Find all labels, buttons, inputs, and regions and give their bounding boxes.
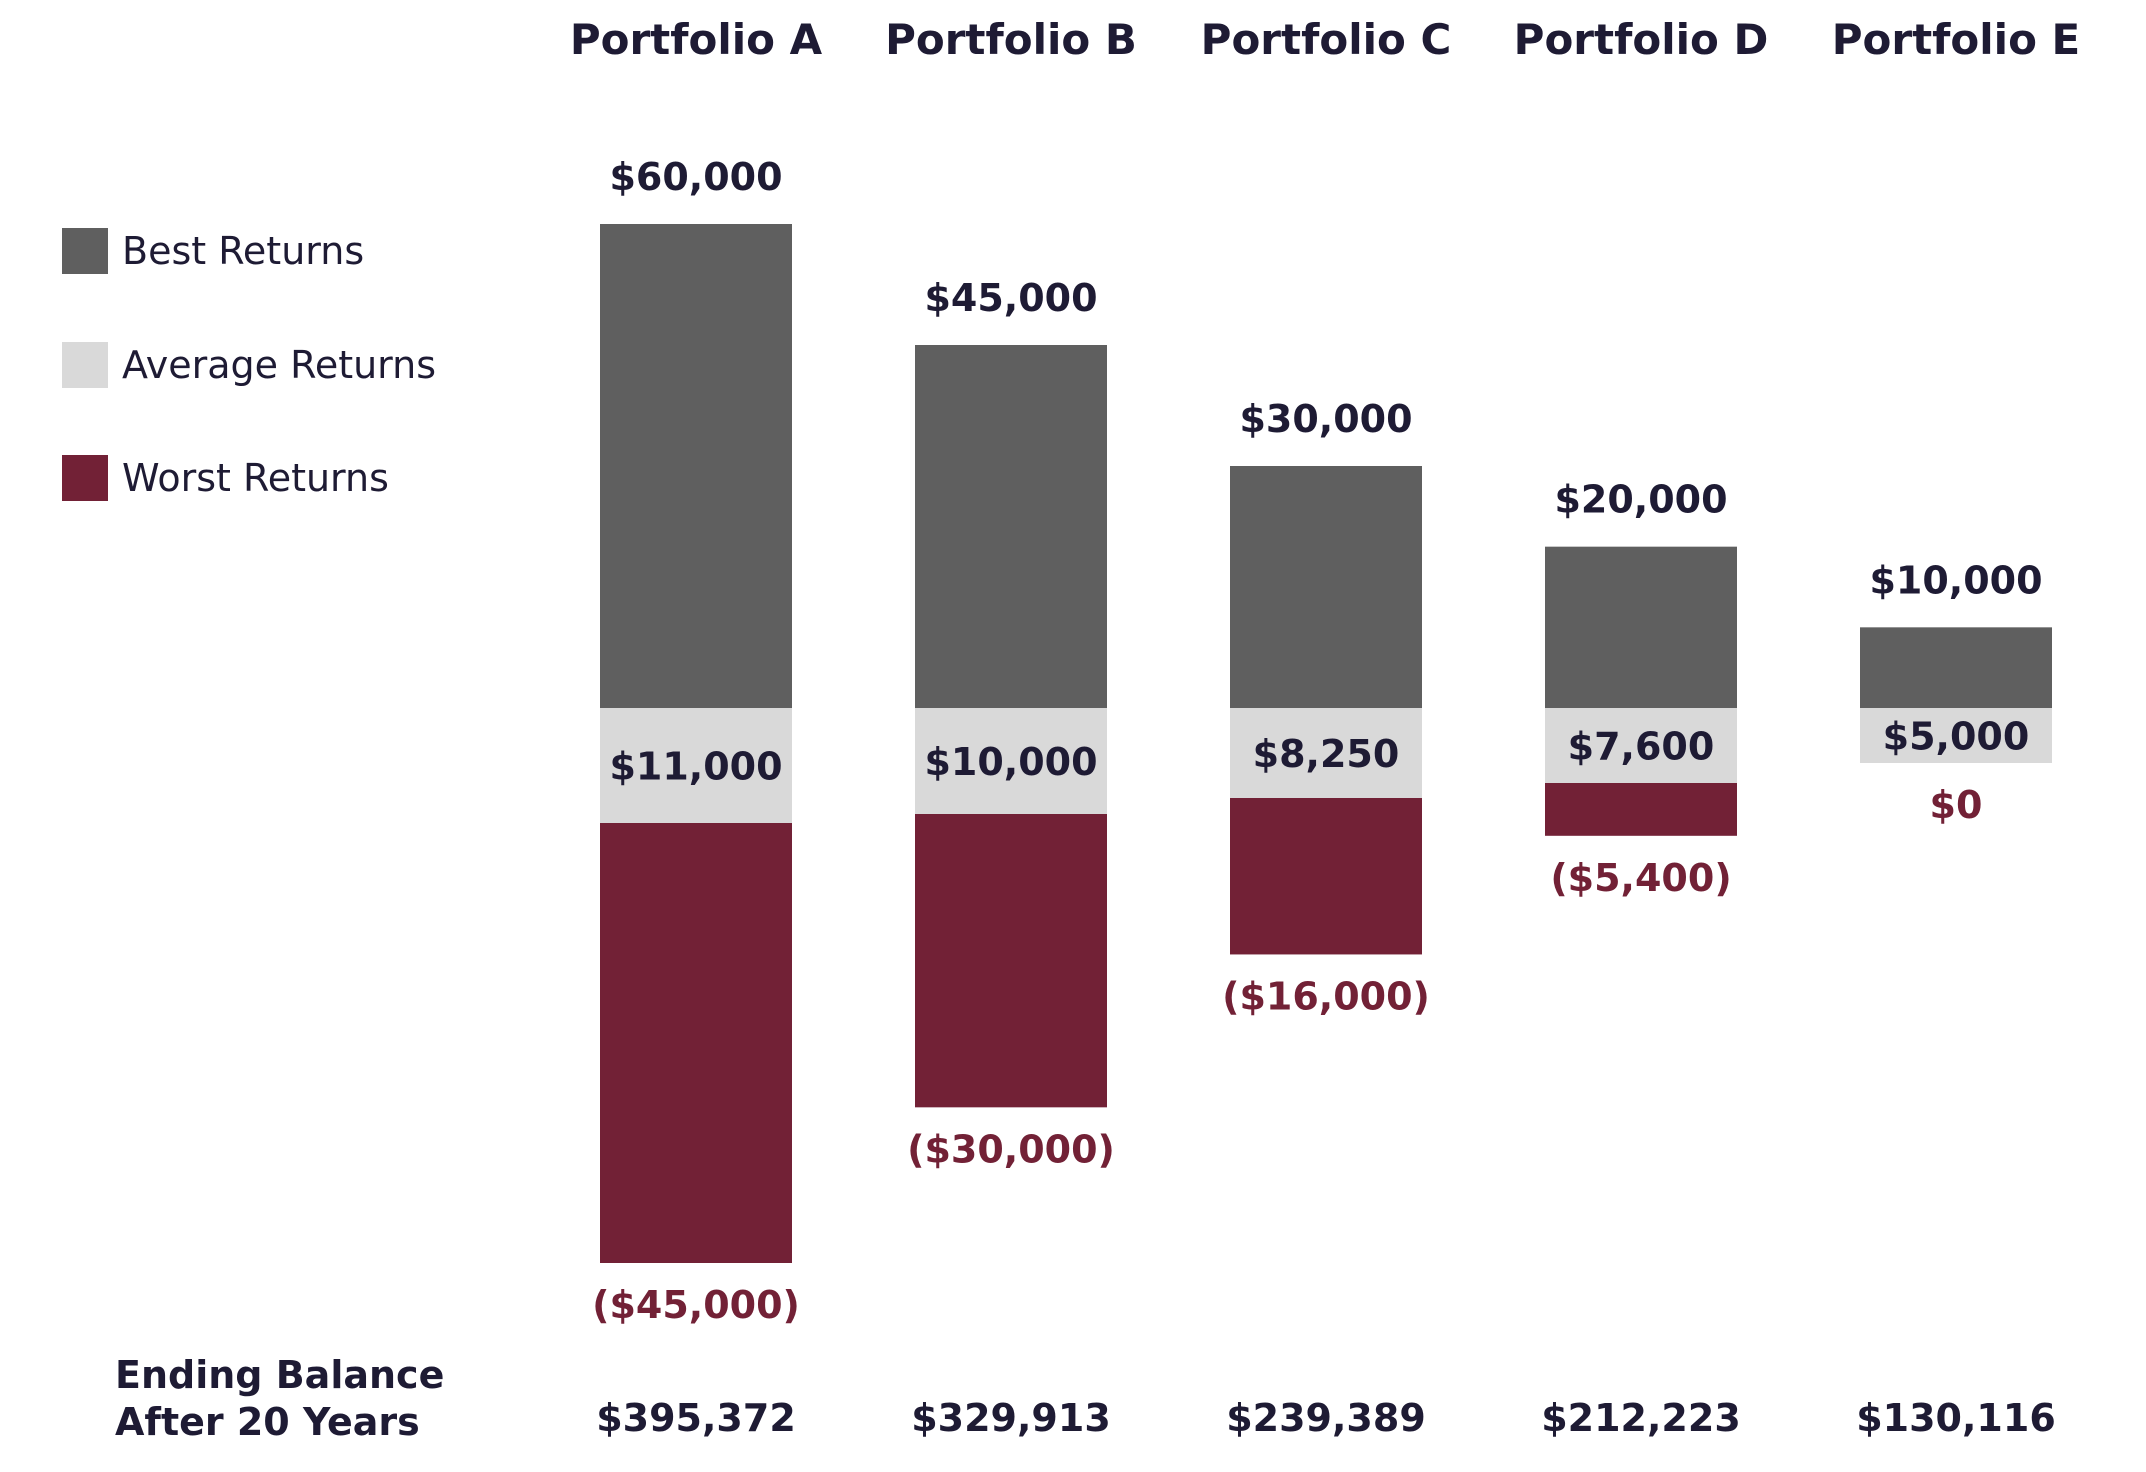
- label-worst: ($16,000): [1222, 974, 1430, 1018]
- label-average: $10,000: [924, 740, 1097, 784]
- bar-average: [915, 708, 1107, 814]
- bars: [600, 224, 2052, 1263]
- legend-swatch-2: [62, 342, 108, 388]
- ending-balance-label-line2: After 20 Years: [115, 1400, 420, 1444]
- bar-best: [1860, 627, 2052, 708]
- ending-balance-value: $395,372: [596, 1396, 796, 1440]
- bar-best: [600, 224, 792, 708]
- label-average: $8,250: [1253, 732, 1400, 776]
- bar-average: [1860, 708, 2052, 763]
- portfolio-header: Portfolio A: [570, 15, 823, 64]
- bar-average: [1230, 708, 1422, 798]
- bar-worst: [915, 814, 1107, 1108]
- ending-balance-value: $329,913: [911, 1396, 1111, 1440]
- label-worst: ($30,000): [907, 1127, 1115, 1171]
- bar-best: [1230, 466, 1422, 708]
- ending-balances: Ending Balance After 20 Years $395,372 $3…: [115, 1353, 2056, 1444]
- label-worst: ($5,400): [1550, 856, 1731, 900]
- label-best: $60,000: [609, 155, 782, 199]
- label-worst: $0: [1930, 783, 1983, 827]
- ending-balance-value: $239,389: [1226, 1396, 1426, 1440]
- ending-balance-value: $212,223: [1541, 1396, 1741, 1440]
- label-best: $10,000: [1869, 558, 2042, 602]
- label-worst: ($45,000): [592, 1283, 800, 1327]
- legend-label-2: Average Returns: [122, 343, 436, 387]
- bar-best: [1545, 546, 1737, 708]
- label-best: $30,000: [1239, 397, 1412, 441]
- portfolio-header: Portfolio C: [1201, 15, 1452, 64]
- bar-worst: [600, 823, 792, 1263]
- legend-label-1: Best Returns: [122, 229, 364, 273]
- ending-balance-value: $130,116: [1856, 1396, 2056, 1440]
- label-best: $45,000: [924, 276, 1097, 320]
- bar-average: [600, 708, 792, 823]
- legend-swatch-3: [62, 455, 108, 501]
- bar-worst: [1545, 783, 1737, 836]
- portfolio-header: Portfolio B: [885, 15, 1137, 64]
- legend-swatch-1: [62, 228, 108, 274]
- portfolio-header: Portfolio D: [1514, 15, 1769, 64]
- bar-average: [1545, 708, 1737, 783]
- label-average: $7,600: [1568, 725, 1715, 769]
- portfolio-headers: Portfolio A Portfolio B Portfolio C Portfol…: [570, 15, 2080, 64]
- ending-balance-label-line1: Ending Balance: [115, 1353, 444, 1397]
- label-average: $11,000: [609, 745, 782, 789]
- label-best: $20,000: [1554, 478, 1727, 522]
- legend-label-3: Worst Returns: [122, 456, 389, 500]
- value-labels: $60,000 $11,000 ($45,000) $45,000 $10,000 ($3…: [592, 155, 2042, 1327]
- label-average: $5,000: [1883, 715, 2030, 759]
- bar-worst: [1230, 798, 1422, 955]
- bar-best: [915, 345, 1107, 708]
- legend: Best Returns Average Returns Worst Returns: [62, 228, 436, 501]
- portfolio-header: Portfolio E: [1832, 15, 2081, 64]
